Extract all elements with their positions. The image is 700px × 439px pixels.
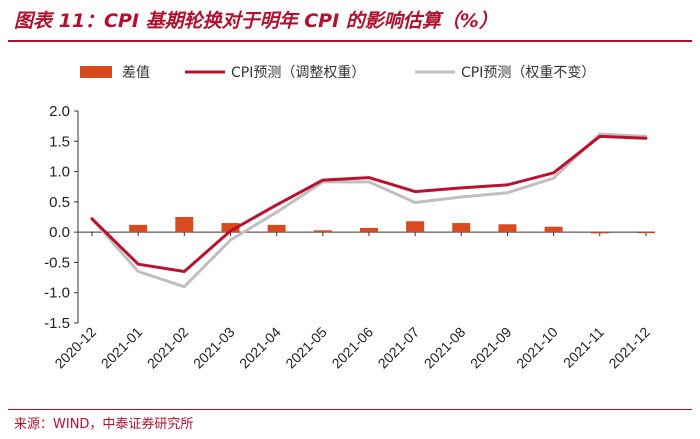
bar <box>313 230 332 233</box>
y-tick-label: 1.5 <box>49 133 70 150</box>
bar <box>636 232 655 234</box>
x-tick-label: 2021-05 <box>282 324 330 372</box>
title-divider <box>8 40 692 42</box>
y-tick-label: -1.5 <box>44 315 70 332</box>
bar <box>129 224 148 233</box>
x-tick-label: 2021-04 <box>236 324 284 372</box>
source-divider <box>8 409 692 410</box>
y-tick-label: 1.0 <box>49 164 70 181</box>
bar <box>359 227 378 233</box>
y-tick-label: 0.0 <box>49 224 70 241</box>
x-tick-label: 2021-01 <box>98 324 146 372</box>
x-tick-label: 2021-12 <box>605 324 653 372</box>
x-tick-label: 2021-02 <box>144 324 192 372</box>
legend-swatch-bar <box>80 66 112 78</box>
bar <box>175 217 194 233</box>
legend-label: CPI预测（权重不变） <box>461 65 595 81</box>
bar <box>498 224 517 233</box>
chart: 差值 CPI预测（调整权重） CPI预测（权重不变） 2.0 1.5 1.0 0.5 0.0… <box>44 65 655 372</box>
y-tick-label: -1.0 <box>44 285 70 302</box>
bar <box>452 223 471 233</box>
series-line-unchanged-weight <box>90 132 648 289</box>
x-tick-label: 2021-07 <box>375 324 423 372</box>
source-note: 来源：WIND，中泰证券研究所 <box>14 417 194 432</box>
x-tick-label: 2021-03 <box>190 324 238 372</box>
bar-series <box>129 217 655 234</box>
bar <box>221 223 240 233</box>
x-tick-label: 2021-08 <box>421 324 469 372</box>
bar <box>590 232 609 234</box>
chart-title: 图表 11：CPI 基期轮换对于明年 CPI 的影响估算（%） <box>14 10 498 32</box>
x-tick-label: 2021-11 <box>560 324 607 371</box>
bar <box>267 224 286 233</box>
legend-label: CPI预测（调整权重） <box>231 65 365 81</box>
y-tick-label: 0.5 <box>49 194 70 211</box>
series-line-adjusted-weight <box>90 134 648 273</box>
x-tick-label: 2021-06 <box>328 324 376 372</box>
legend-label: 差值 <box>122 65 150 81</box>
line-series <box>90 132 648 289</box>
y-tick-label: 2.0 <box>49 103 70 120</box>
y-tick-label: -0.5 <box>44 254 70 271</box>
bar <box>406 221 425 233</box>
legend: 差值 CPI预测（调整权重） CPI预测（权重不变） <box>80 65 595 81</box>
bar <box>544 226 563 233</box>
x-tick-label: 2021-10 <box>513 324 561 372</box>
x-tick-label: 2021-09 <box>467 324 515 372</box>
x-tick-labels: 2020-122021-012021-022021-032021-042021-… <box>51 324 653 372</box>
axes: 2.0 1.5 1.0 0.5 0.0 -0.5 -1.0 -1.5 <box>44 103 655 332</box>
